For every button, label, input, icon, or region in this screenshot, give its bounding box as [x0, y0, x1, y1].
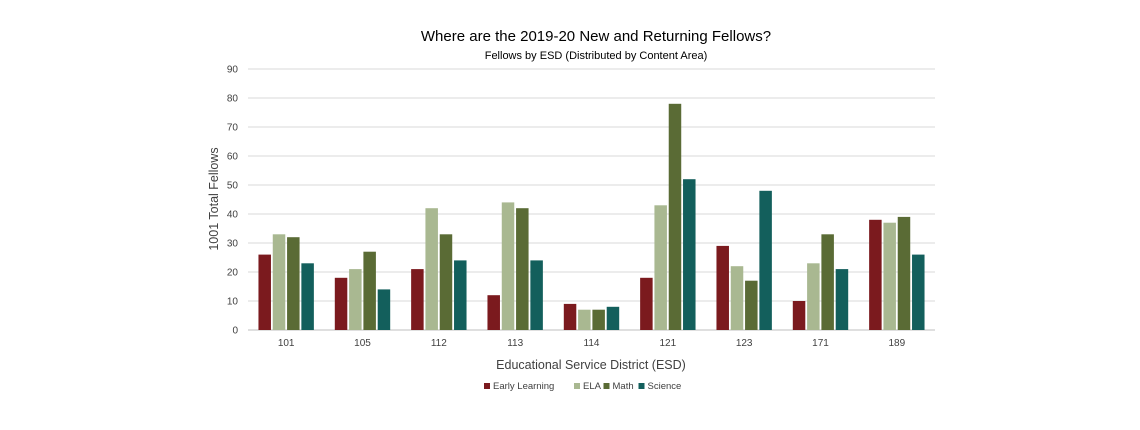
legend-swatch: [574, 383, 580, 389]
y-tick-label: 70: [227, 123, 239, 134]
legend-swatch: [638, 383, 645, 389]
bar: [821, 234, 834, 330]
legend-swatch: [603, 383, 610, 389]
bar: [258, 254, 271, 330]
legend-label: ELA: [583, 381, 602, 392]
y-tick-label: 10: [227, 297, 239, 308]
bar: [835, 269, 849, 330]
x-tick-label: 123: [736, 338, 753, 349]
y-tick-label: 30: [227, 239, 239, 250]
gridlines: [248, 68, 935, 331]
chart-title: Where are the 2019-20 New and Returning …: [421, 28, 771, 45]
x-tick-label: 189: [888, 338, 905, 349]
bar: [912, 254, 925, 330]
bar: [883, 222, 896, 330]
bar: [487, 295, 500, 330]
bar: [668, 103, 682, 330]
bar: [640, 277, 653, 330]
legend-label: Early Learning: [493, 381, 554, 392]
y-tick-label: 20: [227, 268, 239, 279]
legend: Early Learning ELA Math Science: [484, 381, 681, 392]
bar: [516, 208, 529, 330]
legend-label: Science: [648, 381, 682, 392]
x-tick-label: 112: [431, 338, 447, 349]
y-axis-title: 1001 Total Fellows: [207, 147, 221, 250]
bar: [425, 208, 438, 330]
bar: [869, 219, 882, 330]
bar: [592, 309, 605, 330]
y-tick-label: 90: [227, 65, 239, 76]
bar: [501, 202, 515, 330]
bar: [363, 251, 376, 330]
bar: [759, 190, 772, 330]
bar: [578, 309, 591, 330]
legend-swatch: [484, 383, 490, 389]
bar: [334, 277, 348, 330]
bar: [792, 301, 806, 330]
bar: [272, 234, 286, 330]
y-axis-ticks: 0 10 20 30 40 50 60 70 80 90: [227, 65, 239, 337]
y-tick-label: 80: [227, 94, 239, 105]
x-axis-title: Educational Service District (ESD): [496, 358, 686, 372]
bar: [301, 263, 314, 330]
y-tick-label: 50: [227, 181, 239, 192]
x-tick-label: 121: [659, 338, 676, 349]
x-axis-ticks: 101 105 112 113 114 121 123 171 189: [278, 338, 906, 349]
x-tick-label: 171: [812, 338, 829, 349]
x-tick-label: 105: [354, 338, 371, 349]
bar: [683, 179, 696, 330]
x-tick-label: 113: [507, 338, 523, 349]
bar: [730, 266, 744, 330]
bar: [745, 280, 758, 330]
bar: [897, 216, 911, 330]
bar: [454, 260, 467, 330]
bar: [411, 269, 424, 330]
bar: [287, 237, 300, 330]
y-tick-label: 0: [232, 326, 238, 337]
bar: [377, 289, 391, 330]
legend-label: Math: [613, 381, 634, 392]
bar: [439, 234, 453, 330]
bars: [258, 103, 925, 330]
bar: [606, 306, 620, 330]
bar: [807, 263, 820, 330]
bar: [349, 269, 362, 330]
x-tick-label: 101: [278, 338, 295, 349]
bar: [654, 205, 667, 330]
y-tick-label: 40: [227, 210, 239, 221]
x-tick-label: 114: [584, 338, 600, 349]
bar: [716, 245, 729, 330]
bar: [563, 303, 577, 330]
chart-subtitle: Fellows by ESD (Distributed by Content A…: [485, 50, 708, 62]
bar: [530, 260, 543, 330]
y-tick-label: 60: [227, 152, 239, 163]
